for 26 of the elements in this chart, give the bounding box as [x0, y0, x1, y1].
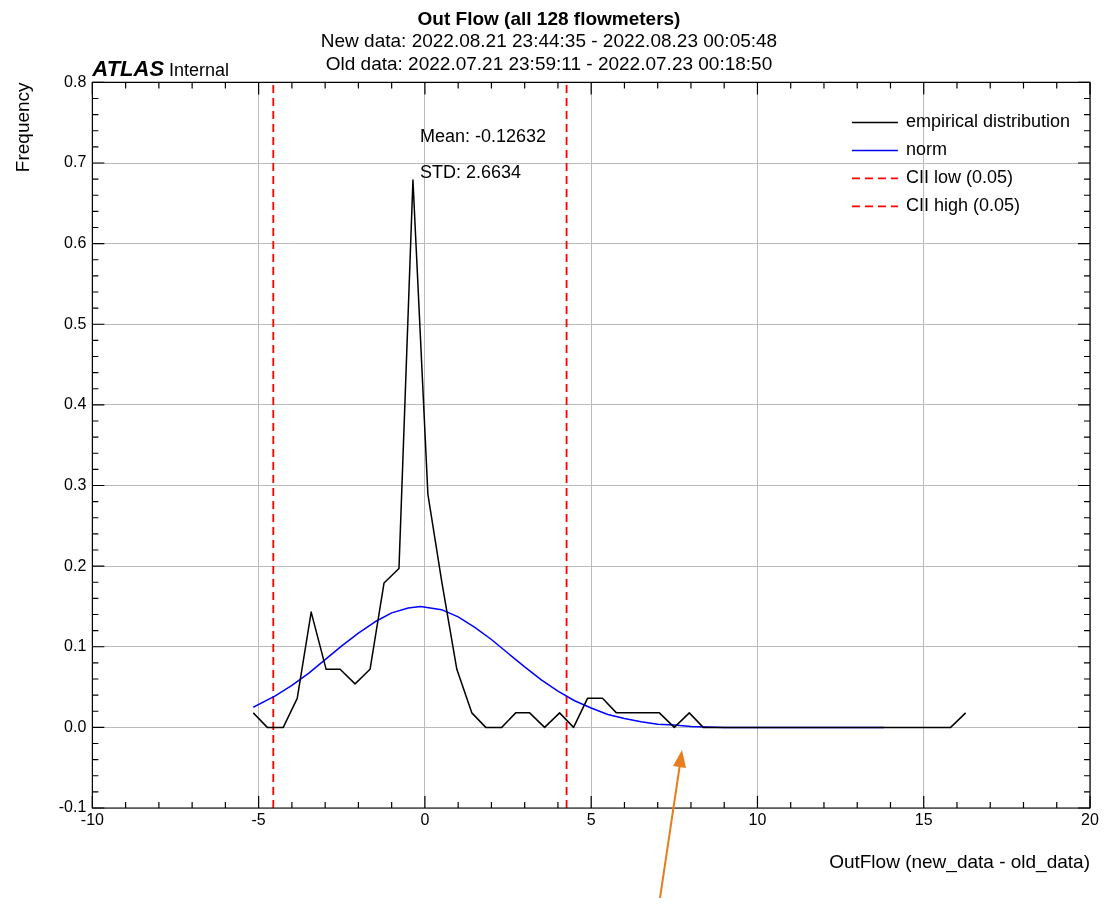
- chart-subtitle: New data: 2022.08.21 23:44:35 - 2022.08.23 00:05:48 Old data: 2022.07.21 23:59:11 - 2022.07.23 00:18:50: [320, 30, 778, 75]
- legend-label: CII high (0.05): [905, 195, 1020, 216]
- chart-title: Out Flow (all 128 flowmeters): [417, 7, 681, 29]
- y-tick-label: 0.5: [64, 314, 87, 332]
- y-tick-label: 0.2: [64, 556, 87, 574]
- x-tick-label: 10: [748, 811, 767, 829]
- legend-label: empirical distribution: [905, 111, 1071, 132]
- annotation: STD: 2.6634: [419, 161, 521, 182]
- x-tick-label: 5: [586, 811, 596, 829]
- x-tick-label: 15: [914, 811, 933, 829]
- legend-label: CII low (0.05): [905, 167, 1013, 188]
- x-tick-label: 0: [420, 811, 430, 829]
- y-tick-label: 0.3: [64, 475, 87, 493]
- x-axis-title: OutFlow (new_data - old_data): [829, 850, 1090, 873]
- annotation: Mean: -0.12632: [419, 125, 547, 146]
- y-tick-label: 0.7: [64, 153, 87, 171]
- y-tick-label: 0.8: [64, 72, 87, 90]
- text: ATLAS Internal: [91, 56, 230, 82]
- y-tick-label: 0.6: [64, 234, 87, 252]
- x-tick-label: 20: [1081, 811, 1099, 829]
- y-tick-label: 0.4: [64, 395, 87, 413]
- y-axis-title: Frequency: [11, 81, 33, 173]
- y-tick-label: 0.0: [64, 717, 87, 735]
- x-tick-label: -5: [251, 811, 266, 829]
- y-tick-label: 0.1: [64, 637, 87, 655]
- legend-label: norm: [905, 139, 947, 160]
